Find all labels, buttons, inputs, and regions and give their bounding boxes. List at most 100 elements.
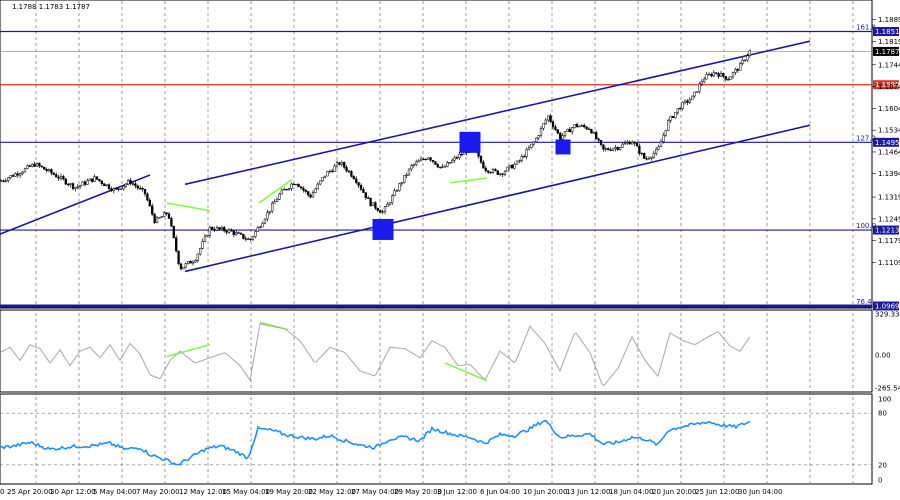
candle bbox=[429, 156, 432, 162]
candle bbox=[302, 186, 305, 193]
candle bbox=[31, 163, 34, 168]
candle bbox=[597, 137, 600, 144]
candle bbox=[439, 166, 442, 169]
candle bbox=[554, 124, 557, 131]
candle bbox=[52, 171, 55, 176]
candle bbox=[143, 188, 147, 197]
candle bbox=[33, 161, 36, 168]
candle bbox=[412, 163, 415, 168]
candle bbox=[379, 209, 382, 213]
lower-channel-line[interactable] bbox=[184, 124, 811, 273]
candle bbox=[686, 99, 689, 106]
rsi-tick-label: 100 bbox=[878, 396, 891, 404]
x-axis-label: 25 Apr 20:00 bbox=[7, 488, 53, 496]
candle bbox=[419, 156, 423, 162]
x-axis-edge-label: 0 bbox=[0, 488, 4, 496]
price-tick-label: 1.1889 bbox=[878, 16, 900, 24]
fib-161-8-label: 161.8 bbox=[856, 24, 876, 32]
candle bbox=[645, 156, 648, 161]
candle bbox=[165, 212, 168, 216]
candle bbox=[2, 179, 5, 183]
candle bbox=[383, 205, 387, 215]
candle bbox=[496, 170, 499, 176]
candle bbox=[232, 230, 235, 238]
candle bbox=[443, 164, 447, 168]
candle bbox=[100, 180, 103, 186]
candle bbox=[170, 216, 173, 228]
candle bbox=[155, 215, 159, 224]
candle bbox=[55, 172, 58, 178]
candle bbox=[364, 192, 367, 200]
candle bbox=[551, 119, 555, 130]
candle bbox=[175, 235, 178, 253]
candle bbox=[242, 233, 245, 240]
candle bbox=[45, 167, 48, 173]
candle bbox=[621, 142, 624, 148]
candle bbox=[122, 186, 125, 191]
candle bbox=[26, 164, 29, 170]
candle bbox=[532, 140, 535, 147]
candle bbox=[484, 165, 487, 173]
cci-line bbox=[0, 323, 751, 387]
candle bbox=[251, 235, 255, 242]
candle bbox=[710, 72, 713, 78]
candle bbox=[307, 190, 310, 198]
x-axis-label: 22 May 12:00 bbox=[308, 488, 356, 496]
candle bbox=[16, 171, 19, 178]
candle bbox=[273, 199, 276, 204]
candle bbox=[227, 228, 231, 234]
upper-channel-line[interactable] bbox=[184, 40, 811, 186]
candle bbox=[568, 126, 571, 133]
candle bbox=[479, 154, 483, 165]
price-tick-label: 1.1249 bbox=[878, 215, 900, 223]
candle bbox=[403, 175, 406, 184]
candle bbox=[520, 154, 523, 163]
candle bbox=[35, 161, 39, 168]
fib-127-2-label: 127.2 bbox=[856, 134, 876, 142]
candle bbox=[98, 179, 101, 182]
candle bbox=[153, 213, 156, 225]
candle bbox=[59, 173, 63, 181]
cci-panel[interactable] bbox=[0, 309, 873, 393]
price-tick-label: 1.1744 bbox=[878, 61, 900, 69]
candle bbox=[619, 146, 622, 151]
candle bbox=[374, 201, 377, 210]
candle bbox=[676, 108, 679, 115]
candle bbox=[609, 147, 612, 152]
price-tick-label: 1.1179 bbox=[878, 237, 900, 245]
candle bbox=[199, 247, 202, 256]
candle bbox=[184, 262, 187, 269]
x-axis-label: 27 May 04:00 bbox=[351, 488, 399, 496]
candle bbox=[297, 183, 300, 188]
price-panel[interactable] bbox=[0, 0, 873, 309]
fib-100-0-price-tag-text: 1.1213 bbox=[875, 227, 900, 235]
candle bbox=[542, 123, 545, 131]
candle bbox=[187, 260, 190, 265]
candle bbox=[295, 183, 298, 186]
candle bbox=[359, 183, 363, 192]
candle bbox=[350, 170, 353, 178]
candle bbox=[575, 122, 579, 129]
candle bbox=[151, 203, 154, 217]
x-axis-label: 25 Jun 12:00 bbox=[695, 488, 739, 496]
candle bbox=[340, 160, 343, 167]
candle bbox=[191, 260, 195, 266]
candle bbox=[71, 182, 75, 191]
candle bbox=[239, 232, 243, 235]
candle bbox=[729, 76, 732, 80]
candle bbox=[11, 173, 15, 177]
candle bbox=[427, 157, 430, 160]
candle bbox=[167, 211, 171, 220]
marker-29-may bbox=[372, 218, 394, 240]
candle bbox=[304, 189, 307, 194]
price-divergence-2 bbox=[258, 179, 293, 204]
candle bbox=[369, 197, 372, 207]
candle bbox=[691, 95, 694, 101]
candle bbox=[647, 156, 651, 160]
rsi-panel[interactable] bbox=[0, 393, 873, 485]
candle bbox=[455, 155, 459, 160]
candle bbox=[724, 76, 727, 82]
cci-divergence-1 bbox=[166, 343, 211, 358]
candle bbox=[405, 172, 408, 179]
